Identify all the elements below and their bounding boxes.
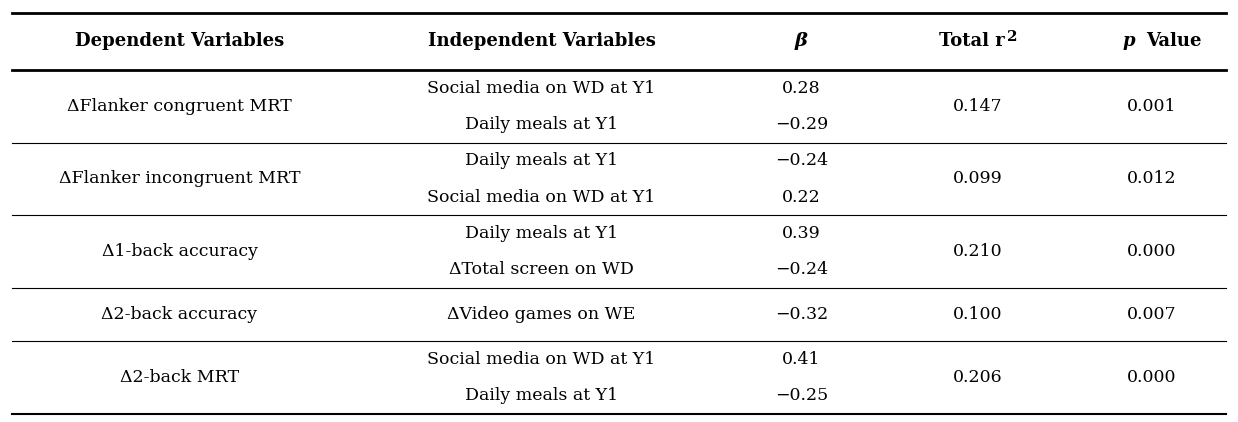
Text: Social media on WD at Y1: Social media on WD at Y1: [427, 80, 656, 97]
Text: 0.39: 0.39: [782, 225, 821, 242]
Text: ΔVideo games on WE: ΔVideo games on WE: [447, 306, 636, 323]
Text: 2: 2: [1008, 30, 1018, 44]
Text: 0.012: 0.012: [1127, 170, 1176, 187]
Text: 0.007: 0.007: [1127, 306, 1176, 323]
Text: 0.100: 0.100: [953, 306, 1003, 323]
Text: Daily meals at Y1: Daily meals at Y1: [465, 152, 618, 169]
Text: −0.25: −0.25: [775, 387, 828, 404]
Text: Daily meals at Y1: Daily meals at Y1: [465, 225, 618, 242]
Text: −0.32: −0.32: [775, 306, 828, 323]
Text: 0.147: 0.147: [953, 98, 1003, 115]
Text: Social media on WD at Y1: Social media on WD at Y1: [427, 351, 656, 368]
Text: ΔTotal screen on WD: ΔTotal screen on WD: [449, 261, 634, 279]
Text: Daily meals at Y1: Daily meals at Y1: [465, 387, 618, 404]
Text: −0.29: −0.29: [775, 116, 828, 133]
Text: Δ2-back MRT: Δ2-back MRT: [120, 369, 239, 386]
Text: Δ1-back accuracy: Δ1-back accuracy: [102, 243, 258, 260]
Text: Value: Value: [1146, 32, 1201, 50]
Text: Δ2-back accuracy: Δ2-back accuracy: [102, 306, 258, 323]
Text: 0.22: 0.22: [782, 189, 821, 206]
Text: 0.41: 0.41: [782, 351, 821, 368]
Text: β: β: [795, 32, 808, 50]
Text: Social media on WD at Y1: Social media on WD at Y1: [427, 189, 656, 206]
Text: 0.000: 0.000: [1127, 369, 1176, 386]
Text: −0.24: −0.24: [775, 261, 828, 279]
Text: Independent Variables: Independent Variables: [427, 32, 656, 50]
Text: p: p: [1123, 32, 1135, 50]
Text: Dependent Variables: Dependent Variables: [74, 32, 285, 50]
Text: Total r: Total r: [938, 32, 1005, 50]
Text: 0.000: 0.000: [1127, 243, 1176, 260]
Text: ΔFlanker congruent MRT: ΔFlanker congruent MRT: [67, 98, 292, 115]
Text: 0.099: 0.099: [953, 170, 1003, 187]
Text: 0.001: 0.001: [1127, 98, 1176, 115]
Text: −0.24: −0.24: [775, 152, 828, 169]
Text: Daily meals at Y1: Daily meals at Y1: [465, 116, 618, 133]
Text: ΔFlanker incongruent MRT: ΔFlanker incongruent MRT: [58, 170, 301, 187]
Text: 0.28: 0.28: [782, 80, 821, 97]
Text: 0.206: 0.206: [953, 369, 1003, 386]
Text: 0.210: 0.210: [953, 243, 1003, 260]
